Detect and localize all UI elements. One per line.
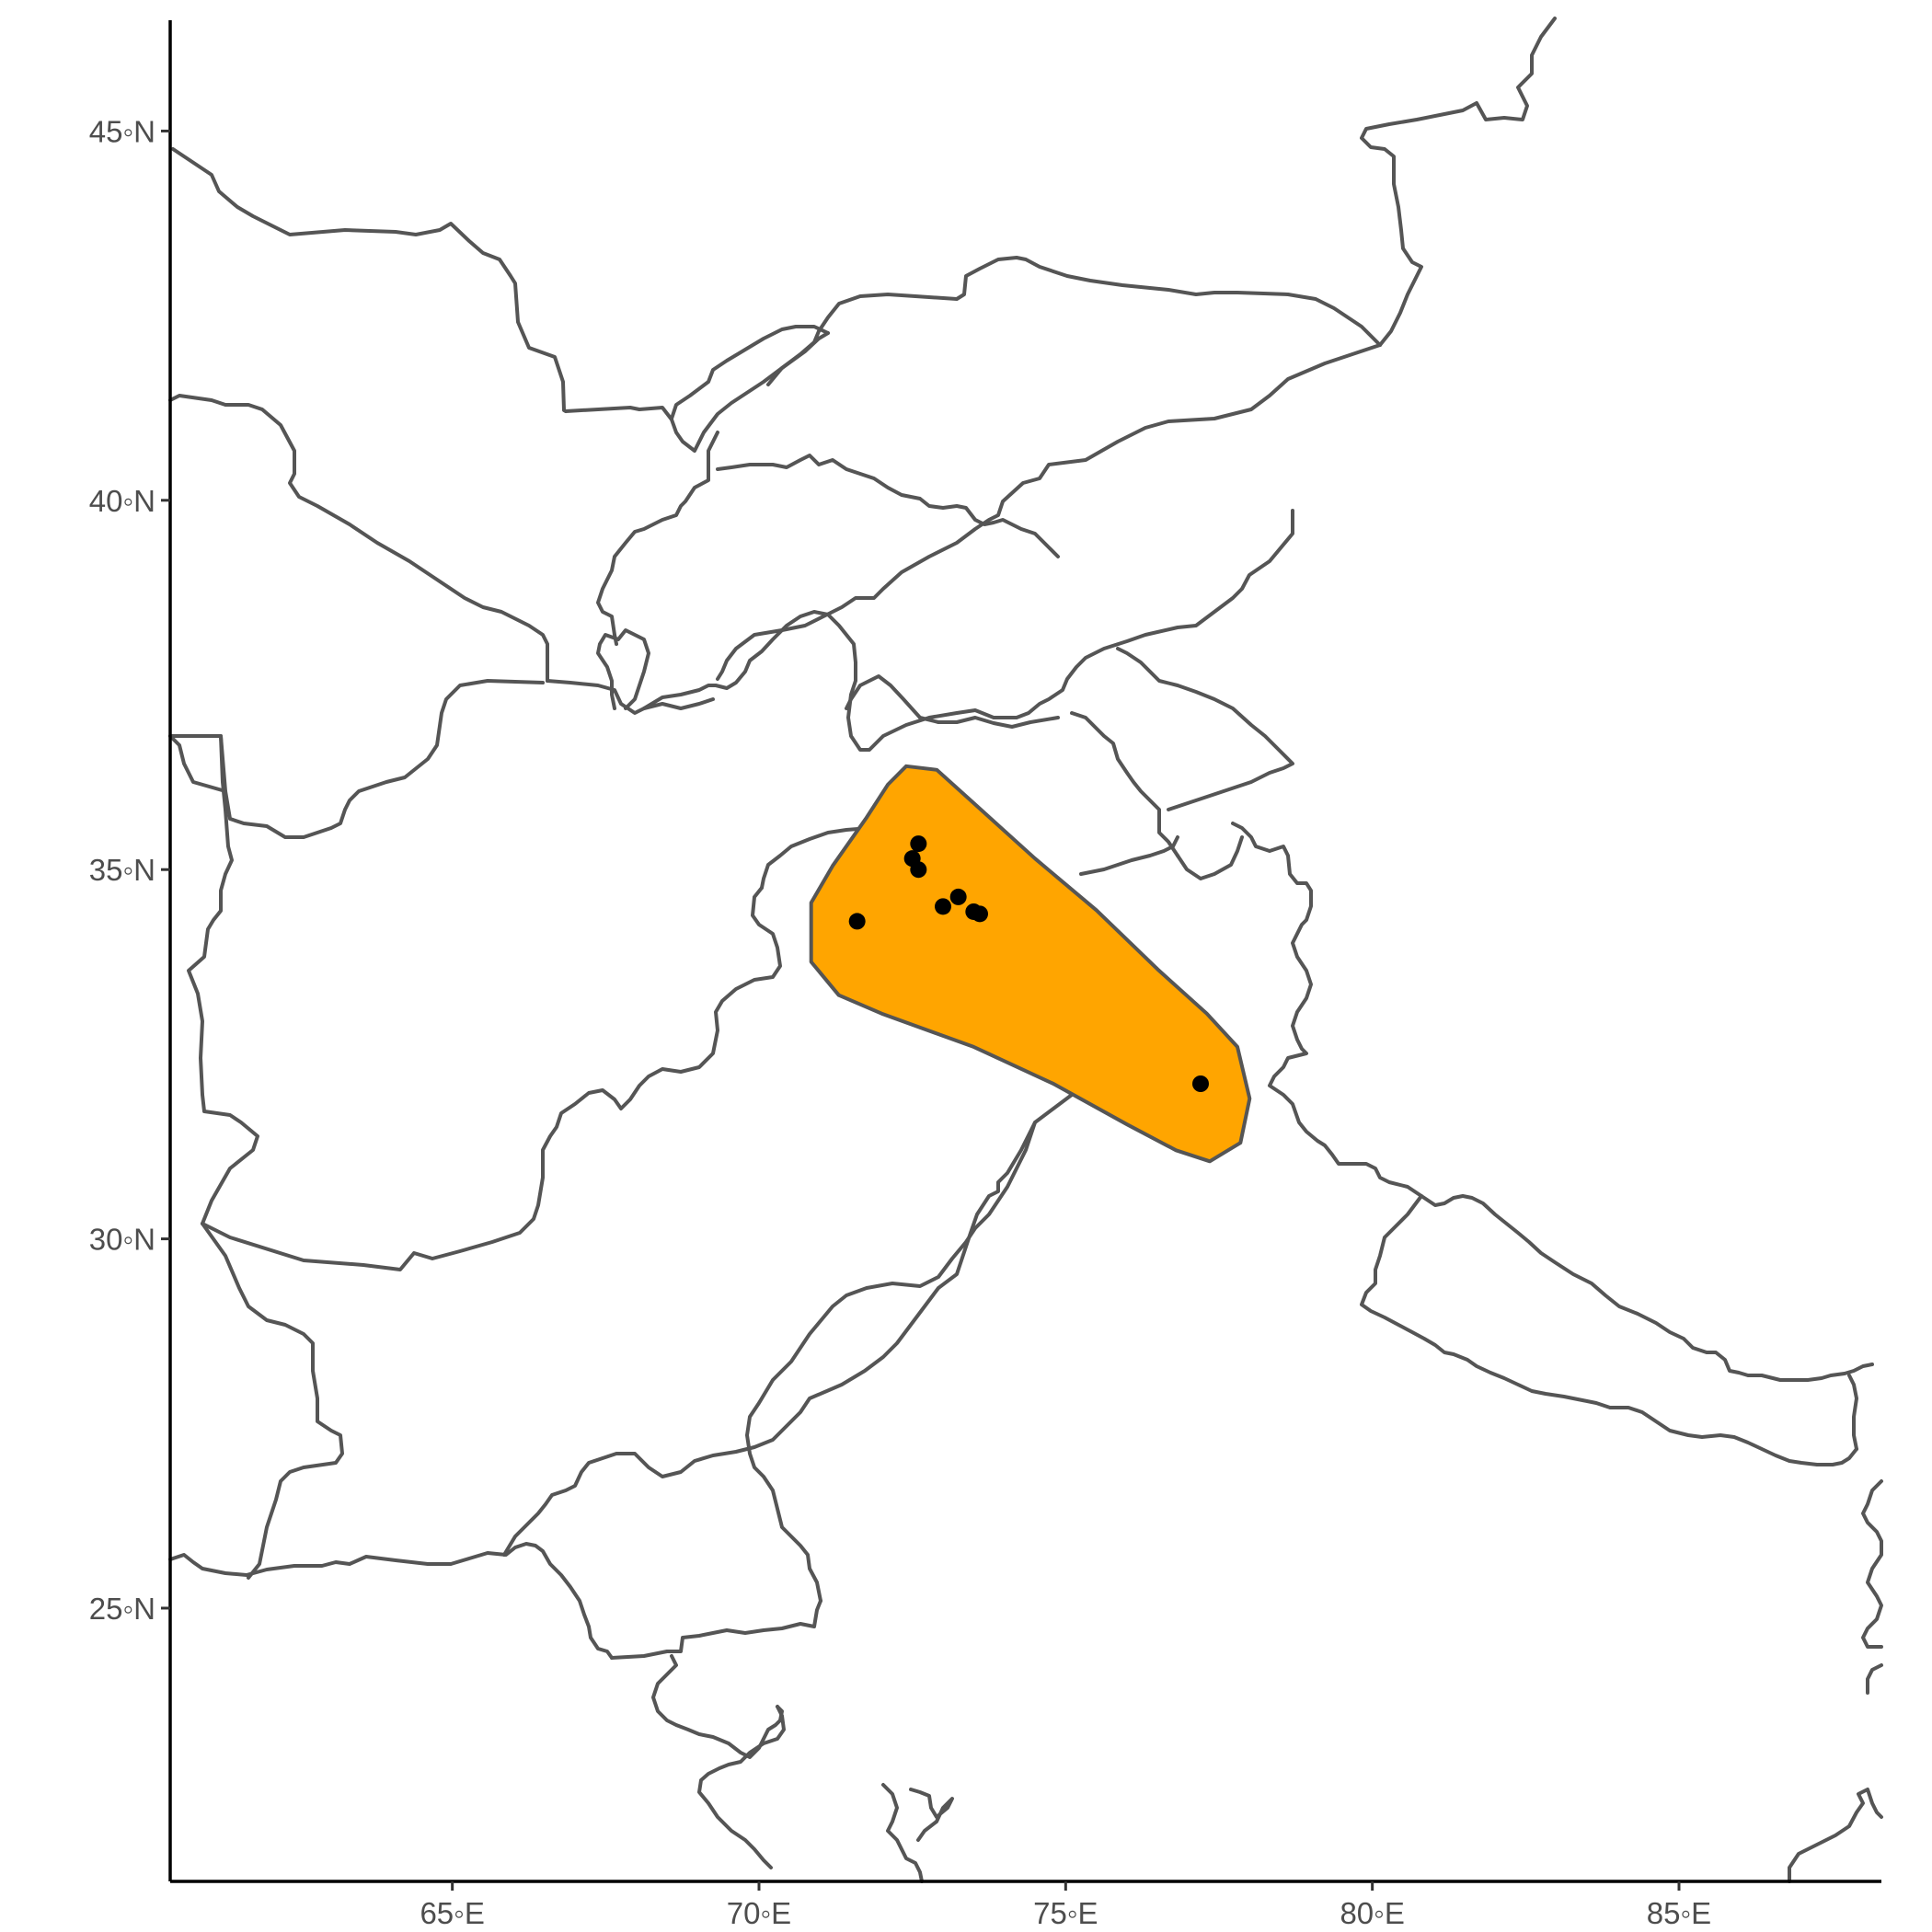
border-pakistan-coast <box>610 1599 822 1660</box>
border-tajik-afghan-east <box>642 509 1294 752</box>
border-afghanistan-south-central <box>201 1222 344 1580</box>
border-iran-pakistan <box>168 1542 614 1660</box>
occurrence-point <box>972 905 988 923</box>
border-nepal <box>1360 1194 1858 1466</box>
y-tick-label: 45◦N <box>89 114 155 148</box>
border-kutch <box>881 1783 924 1883</box>
occurrence-point <box>935 898 951 915</box>
border-afghanistan-north <box>168 394 549 683</box>
occurrence-point <box>910 835 927 853</box>
border-wakhan <box>845 674 1060 729</box>
border-tajik-kyrgyz <box>716 454 1060 558</box>
border-sikkim <box>1847 1374 1858 1451</box>
border-kazakhstan-china <box>1360 17 1557 347</box>
border-afghanistan-iran <box>168 734 259 1225</box>
x-tick-label: 85◦E <box>1647 1896 1711 1930</box>
border-gujarat <box>697 1705 786 1869</box>
border-nepal-north <box>1420 1194 1874 1382</box>
border-pakistan-indus <box>745 1121 1037 1603</box>
border-pakistan-west-inner <box>651 1654 784 1759</box>
occurrence-point <box>949 888 967 905</box>
border-afghanistan-west <box>219 679 545 839</box>
y-tick-label: 30◦N <box>89 1223 155 1257</box>
border-pakistan-india <box>502 1093 1074 1557</box>
border-tajikistan-afghanistan <box>596 628 650 710</box>
occurrence-point <box>910 861 927 879</box>
border-kyrgyzstan-north <box>766 256 1382 386</box>
border-kyrgyzstan-china <box>716 343 1382 681</box>
y-tick-label: 35◦N <box>89 853 155 887</box>
border-aksai-chin <box>1116 647 1294 811</box>
y-tick-label: 25◦N <box>89 1592 155 1626</box>
border-india-china <box>1231 822 1423 1198</box>
x-tick-label: 65◦E <box>420 1896 484 1930</box>
x-tick-label: 75◦E <box>1033 1896 1098 1930</box>
border-east-india-coast <box>1788 1788 1883 1883</box>
occurrence-point <box>848 913 866 930</box>
border-bangladesh <box>1861 1479 1883 1649</box>
x-tick-label: 80◦E <box>1340 1896 1404 1930</box>
border-tajikistan-uzbekistan <box>670 325 830 420</box>
x-axis-ticks: 65◦E 70◦E 75◦E 80◦E 85◦E <box>420 1881 1711 1930</box>
border-afghanistan-pakistan-south <box>201 886 782 1271</box>
occurrence-point <box>1192 1075 1209 1092</box>
y-tick-label: 40◦N <box>89 484 155 518</box>
occurrence-points <box>848 835 1209 1092</box>
y-axis-ticks: 25◦N 30◦N 35◦N 40◦N 45◦N <box>89 114 170 1626</box>
border-tajik-west <box>596 431 719 646</box>
border-gujarat-inner <box>909 1788 954 1842</box>
border-ladakh <box>1176 835 1244 880</box>
border-afghanistan-tajik <box>546 679 715 715</box>
border-kashmir-loc <box>1079 835 1179 876</box>
x-tick-label: 70◦E <box>727 1896 791 1930</box>
border-kazakhstan-uzbekistan <box>171 147 568 413</box>
border-east-india-inner <box>1866 1663 1883 1695</box>
axes <box>168 20 1881 1883</box>
border-karakoram <box>1070 711 1179 857</box>
